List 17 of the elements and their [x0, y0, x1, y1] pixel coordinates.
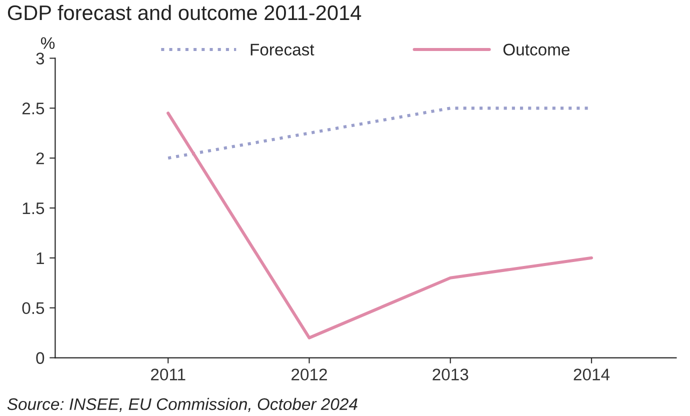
y-tick-label: 1.5	[22, 202, 44, 214]
y-tick-label: 3	[36, 52, 44, 64]
x-tick-label: 2013	[432, 368, 468, 380]
y-tick-label: 2	[36, 152, 44, 164]
legend-label: Outcome	[503, 44, 570, 56]
x-tick-label: 2012	[292, 368, 327, 380]
source-note: Source: INSEE, EU Commission, October 2024	[7, 398, 358, 412]
x-tick-label: 2014	[574, 368, 610, 380]
y-tick-label: 2.5	[22, 102, 44, 114]
x-tick-label: 2011	[151, 368, 186, 380]
line-series	[166, 112, 594, 340]
y-tick-label: 1	[36, 252, 44, 264]
chart-title: GDP forecast and outcome 2011-2014	[8, 4, 362, 20]
legend-label: Forecast	[250, 44, 314, 56]
y-tick-label: 0	[36, 352, 44, 364]
y-tick-label: 0.5	[22, 302, 44, 314]
y-axis-title: %	[40, 37, 55, 49]
